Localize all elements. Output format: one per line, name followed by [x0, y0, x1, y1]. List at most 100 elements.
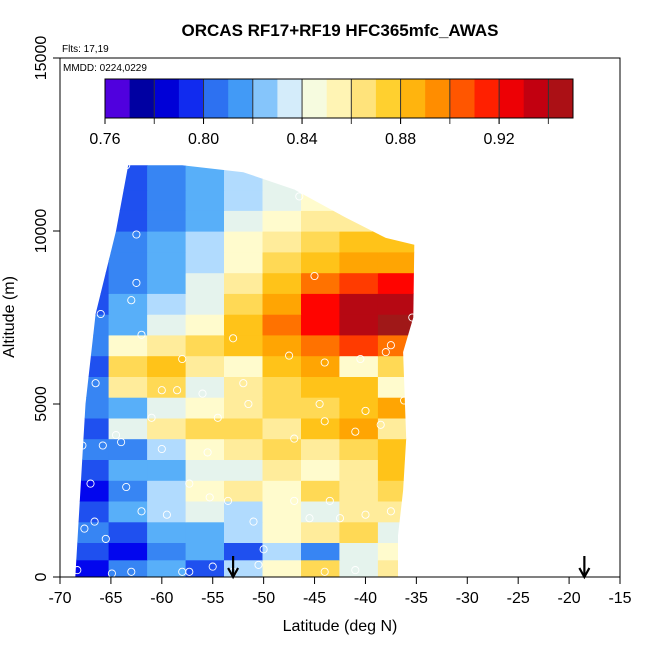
heatmap-cell [301, 189, 341, 211]
heatmap-cell [185, 189, 225, 211]
heatmap-cell [147, 355, 187, 377]
heatmap-cell [75, 559, 110, 578]
heatmap-cell [185, 272, 225, 294]
heatmap-cell [339, 231, 379, 253]
sample-point [208, 562, 217, 571]
heatmap-cell [108, 397, 148, 419]
heatmap-cell [108, 417, 148, 440]
sample-point [90, 517, 99, 526]
sample-point [137, 330, 146, 339]
heatmap-cell [147, 189, 187, 211]
heatmap-cell [108, 500, 148, 523]
heatmap-cell [377, 293, 415, 315]
heatmap-cell [108, 314, 148, 336]
heatmap-cell [185, 314, 225, 336]
heatmap-cell [108, 231, 148, 253]
sample-point [162, 510, 171, 519]
heatmap-cell [185, 376, 225, 398]
heatmap-cell [185, 293, 225, 315]
x-axis: -70 -65 -60 -55 -50 -45 -40 -35 -30 -25 -20 -15 [48, 576, 632, 607]
heatmap-cell [339, 500, 379, 523]
heatmap-cell [339, 417, 379, 440]
heatmap-cell [377, 189, 415, 211]
heatmap-cell [377, 542, 415, 561]
colorbar-tick-label: 0.84 [286, 131, 317, 148]
sample-point [320, 358, 329, 367]
sample-point [96, 309, 105, 319]
sample-point [86, 479, 95, 488]
heatmap-cell [108, 165, 148, 191]
heatmap-cell [147, 500, 187, 523]
sample-point [122, 482, 131, 492]
heatmap-cell [377, 165, 415, 191]
heatmap-cell [185, 480, 225, 502]
heatmap-cell [262, 231, 302, 253]
heatmap-cell [377, 272, 415, 294]
heatmap-layer [75, 165, 415, 578]
heatmap-cell [75, 417, 110, 440]
heatmap-cell [147, 417, 187, 440]
colorbar-tick-label: 0.80 [188, 131, 219, 148]
heatmap-cell [75, 189, 110, 211]
x-tick-label: -50 [252, 590, 275, 607]
sample-point [325, 496, 334, 505]
sample-point [315, 399, 324, 409]
heatmap-cell [185, 417, 225, 440]
heatmap-cell [75, 521, 110, 543]
colorbar-segment [474, 79, 500, 118]
heatmap-cell [75, 231, 110, 253]
sample-point [111, 431, 121, 440]
sample-point [157, 386, 166, 395]
colorbar-segment [425, 79, 451, 118]
heatmap-cell [262, 417, 302, 440]
heatmap-cell [185, 521, 225, 543]
heatmap-cell [108, 542, 148, 561]
heatmap-cell [224, 397, 264, 419]
heatmap-cell [108, 293, 148, 315]
heatmap-cell [339, 397, 379, 419]
heatmap-cell [301, 251, 341, 274]
colorbar-segment [228, 79, 254, 118]
colorbar-tick-label: 0.92 [484, 131, 515, 148]
heatmap-cell [147, 480, 187, 502]
sample-point [386, 341, 395, 350]
heatmap-cell [262, 521, 302, 543]
heatmap-cell [108, 334, 148, 357]
heatmap-cell [301, 293, 341, 315]
heatmap-cell [339, 521, 379, 543]
heatmap-cell [377, 438, 415, 460]
sample-point [335, 514, 345, 523]
heatmap-cell [262, 500, 302, 523]
sample-point [285, 351, 294, 360]
heatmap-cell [147, 293, 187, 315]
heatmap-cell [301, 521, 341, 543]
heatmap-cell [224, 231, 264, 253]
heatmap-cell [377, 251, 415, 274]
heatmap-cell [339, 480, 379, 502]
heatmap-cell [377, 376, 415, 398]
sample-point [73, 566, 82, 575]
sample-point [239, 379, 248, 388]
heatmap-cell [147, 334, 187, 357]
heatmap-cell [75, 376, 110, 398]
heatmap-cell [301, 272, 341, 294]
colorbar-segment [523, 79, 549, 118]
colorbar-tick-label: 0.88 [385, 131, 416, 148]
heatmap-cell [339, 251, 379, 274]
heatmap-cell [262, 355, 302, 377]
heatmap-cell [339, 334, 379, 357]
sample-point [320, 567, 329, 576]
sample-point [80, 524, 89, 533]
heatmap-cell [224, 480, 264, 502]
sample-point [254, 560, 263, 569]
x-tick-label: -35 [405, 590, 428, 607]
heatmap-cell [262, 542, 302, 561]
heatmap-cell [262, 314, 302, 336]
heatmap-cell [301, 559, 341, 578]
heatmap-cell [75, 210, 110, 232]
colorbar-segment [302, 79, 328, 118]
heatmap-cell [224, 438, 264, 460]
heatmap-cell [224, 189, 264, 211]
x-tick-label: -15 [608, 590, 631, 607]
heatmap-cell [75, 272, 110, 294]
